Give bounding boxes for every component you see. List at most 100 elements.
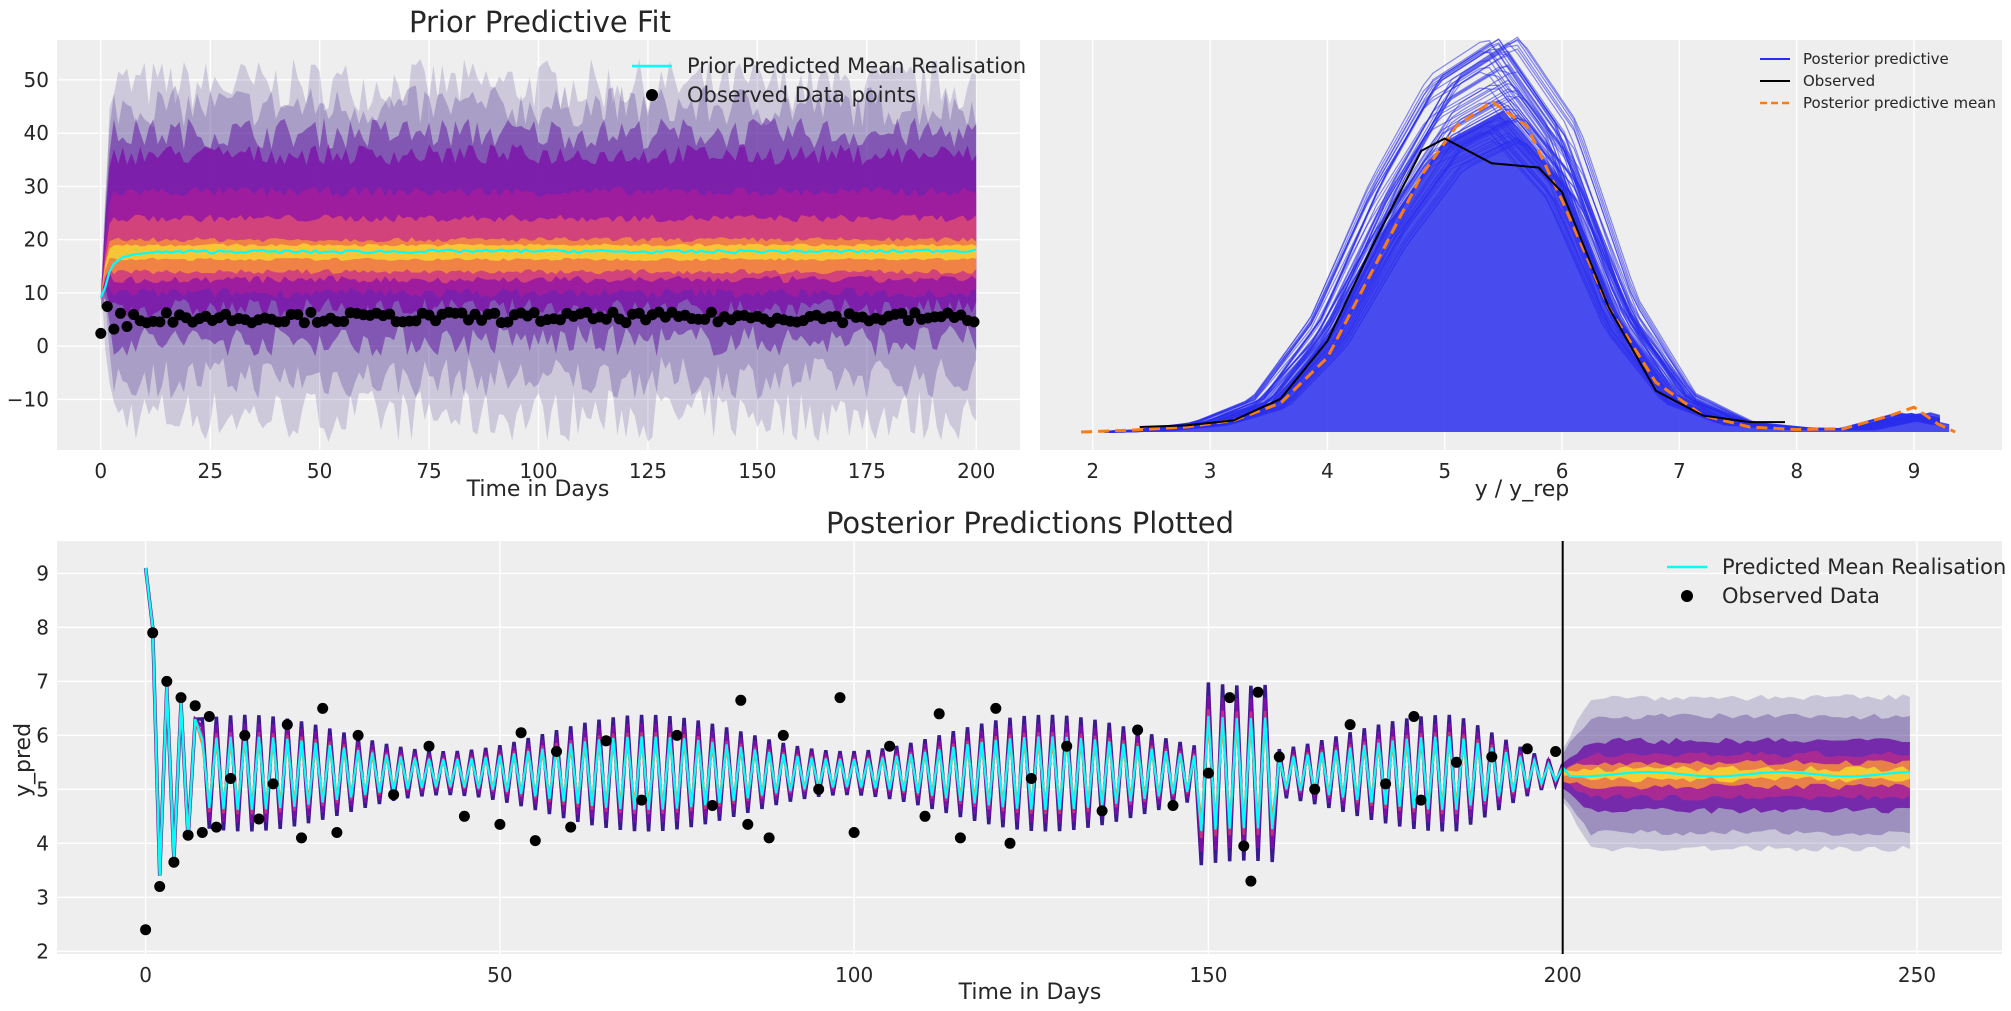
posterior-ytick-label: 9 <box>36 561 49 585</box>
prior-legend-mean-label: Prior Predicted Mean Realisation <box>687 54 1026 78</box>
posterior-ytick-label: 3 <box>36 885 49 909</box>
ppc-grid <box>1092 40 1915 450</box>
posterior-xtick-label: 200 <box>1544 963 1582 987</box>
posterior-observed-point <box>458 810 470 822</box>
posterior-observed-point <box>182 829 194 841</box>
prior-xtick-label: 175 <box>848 459 886 483</box>
posterior-predictive-check-panel: 2 3 4 5 6 7 8 9 y / y_rep Posterior predictive … <box>1040 36 2002 502</box>
posterior-ytick-label: 7 <box>36 669 49 693</box>
posterior-title: Posterior Predictions Plotted <box>826 506 1234 540</box>
posterior-observed-point <box>1309 783 1321 795</box>
ppc-xtick-label: 6 <box>1556 459 1569 483</box>
posterior-observed-point <box>1025 773 1037 784</box>
prior-observed-point <box>837 317 849 329</box>
ppc-legend: Posterior predictive Observed Posterior … <box>1760 50 1996 112</box>
posterior-forecast-band <box>1562 694 1910 852</box>
prior-observed-point <box>108 323 120 335</box>
prior-observed-point <box>292 309 304 320</box>
prior-legend-observed-label: Observed Data points <box>687 83 916 107</box>
posterior-observed-point <box>1408 711 1420 722</box>
prior-observed-point <box>115 307 126 319</box>
prior-observed-point <box>489 307 501 319</box>
posterior-observed-point <box>551 746 562 757</box>
posterior-xlabel: Time in Days <box>958 980 1102 1005</box>
prior-observed-point <box>160 307 172 319</box>
posterior-ytick-label: 8 <box>36 615 49 639</box>
prior-observed-point <box>968 316 980 328</box>
posterior-observed-point <box>954 832 966 844</box>
prior-observed-point <box>699 313 711 325</box>
posterior-observed-point <box>388 789 400 801</box>
posterior-observed-point <box>1486 751 1498 763</box>
posterior-observed-point <box>196 827 208 838</box>
posterior-observed-point <box>203 711 215 722</box>
posterior-observed-point <box>1238 840 1250 852</box>
prior-ytick-label: 30 <box>24 174 49 198</box>
posterior-observed-point <box>884 740 896 752</box>
posterior-observed-point <box>239 729 251 741</box>
posterior-observed-point <box>1061 740 1073 752</box>
prior-xtick-label: 0 <box>94 459 107 483</box>
prior-xtick-label: 200 <box>957 459 995 483</box>
posterior-observed-point <box>706 800 718 811</box>
posterior-observed-point <box>423 740 435 752</box>
posterior-observed-point <box>600 735 612 747</box>
posterior-observed-point <box>813 783 825 795</box>
posterior-observed-point <box>147 627 159 639</box>
prior-legend: Prior Predicted Mean Realisation Observe… <box>632 54 1026 107</box>
prior-xtick-label: 75 <box>416 459 441 483</box>
posterior-observed-point <box>636 794 648 806</box>
posterior-observed-point <box>1521 743 1533 755</box>
ppc-xlabel: y / y_rep <box>1475 477 1570 502</box>
prior-ytick-label: 0 <box>36 334 49 358</box>
posterior-grid <box>57 541 2002 954</box>
posterior-observed-point <box>296 832 307 844</box>
ppc-marks <box>1081 36 1956 434</box>
ppc-observed-line <box>1139 137 1785 428</box>
posterior-observed-point <box>919 810 931 822</box>
prior-observed-point <box>607 306 619 318</box>
prior-xtick-label: 150 <box>738 459 776 483</box>
prior-observed-point <box>298 317 310 329</box>
posterior-xtick-label: 100 <box>835 963 873 987</box>
posterior-observed-point <box>494 818 506 830</box>
ppc-xtick-label: 8 <box>1790 459 1803 483</box>
prior-observed-point <box>279 316 291 328</box>
prior-observed-point <box>896 307 908 319</box>
ppc-legend-observed-label: Observed <box>1803 72 1875 90</box>
posterior-observed-point <box>352 729 364 741</box>
ppc-legend-mean-label: Posterior predictive mean <box>1803 94 1996 112</box>
posterior-legend-observed-label: Observed Data <box>1722 584 1880 608</box>
prior-xtick-label: 125 <box>629 459 667 483</box>
posterior-ytick-label: 2 <box>36 939 49 963</box>
posterior-tick-labels: 0 50 100 150 200 250 2 3 4 5 6 7 8 9 <box>36 561 1936 987</box>
ppc-xtick-label: 4 <box>1321 459 1334 483</box>
ppc-predictive-core <box>1104 110 1950 432</box>
posterior-observed-point <box>777 729 789 741</box>
posterior-observed-point <box>189 700 201 712</box>
posterior-xtick-label: 250 <box>1898 963 1936 987</box>
prior-observed-point <box>705 306 717 318</box>
posterior-legend: Predicted Mean Realisation Observed Data <box>1667 555 2006 608</box>
prior-mean-line <box>99 248 977 298</box>
prior-observed-point <box>154 316 166 328</box>
posterior-observed-point <box>1202 767 1214 779</box>
posterior-observed-point <box>990 702 1002 714</box>
posterior-observed-point <box>1167 800 1179 811</box>
prior-ytick-label: 10 <box>24 281 49 305</box>
prior-observed-point <box>167 316 179 328</box>
posterior-observed-point <box>1132 724 1144 736</box>
prior-observed-point <box>902 315 914 327</box>
posterior-observed-point <box>933 708 945 720</box>
posterior-marks <box>140 541 1910 954</box>
posterior-observed-point <box>1224 692 1236 704</box>
prior-observed-point <box>338 316 350 327</box>
prior-ytick-label: 50 <box>24 68 49 92</box>
posterior-observed-point <box>848 827 860 838</box>
prior-marks <box>95 248 980 339</box>
posterior-observed-point <box>140 924 152 936</box>
posterior-observed-point <box>331 827 343 838</box>
posterior-xtick-label: 50 <box>487 963 512 987</box>
posterior-mean-line <box>144 567 1910 876</box>
posterior-observed-point <box>1380 778 1392 790</box>
